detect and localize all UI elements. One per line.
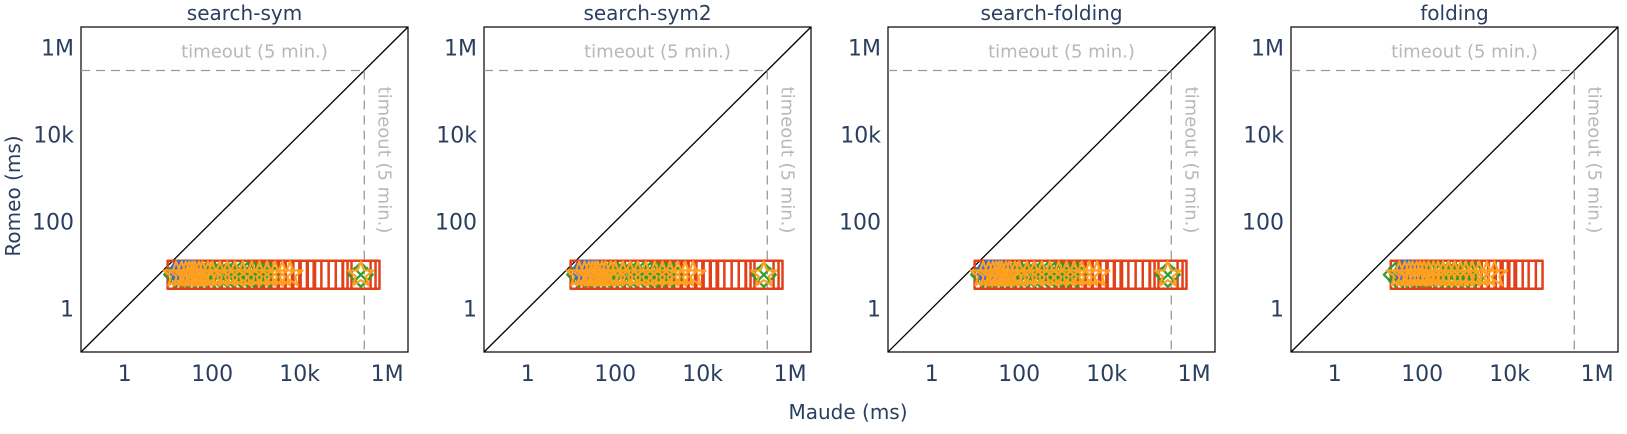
y-tick-label: 1M [1251, 37, 1284, 62]
timeout-label-horizontal: timeout (5 min.) [181, 41, 328, 62]
x-tick-label: 1 [925, 362, 939, 387]
timeout-label-vertical: timeout (5 min.) [1583, 87, 1604, 234]
x-tick-label: 100 [998, 362, 1040, 387]
panel-title: search-folding [980, 1, 1122, 25]
panel-markers [565, 259, 784, 290]
panel-frame [80, 26, 409, 353]
panel-frame [887, 26, 1216, 353]
y-tick-label: 1M [41, 37, 74, 62]
diagonal-line [887, 26, 1216, 353]
timeout-label-horizontal: timeout (5 min.) [988, 41, 1135, 62]
y-tick-label: 1 [463, 298, 477, 323]
timeout-label-vertical: timeout (5 min.) [1180, 87, 1201, 234]
timeout-label-horizontal: timeout (5 min.) [584, 41, 731, 62]
x-axis-title: Maude (ms) [788, 400, 907, 424]
panel-markers [162, 259, 381, 290]
y-tick-label: 10k [840, 124, 881, 149]
y-tick-label: 10k [436, 124, 477, 149]
orange-star-point [276, 260, 304, 287]
orange-star-point [268, 260, 296, 287]
panel-1: search-sym timeout (5 min.) timeout (5 min… [32, 1, 409, 387]
red-square-point [350, 259, 381, 290]
x-tick-label: 1M [371, 362, 404, 387]
x-tick-label: 100 [191, 362, 233, 387]
y-tick-label: 1 [867, 298, 881, 323]
panel-markers [969, 259, 1188, 290]
x-tick-label: 1 [521, 362, 535, 387]
x-tick-label: 10k [682, 362, 723, 387]
y-tick-label: 10k [33, 124, 74, 149]
y-tick-label: 1M [848, 37, 881, 62]
red-square-point [1513, 259, 1544, 290]
y-tick-label: 10k [1243, 124, 1284, 149]
panel-frame [483, 26, 812, 353]
orange-star-point [1083, 260, 1111, 287]
x-tick-label: 100 [1401, 362, 1443, 387]
orange-star-point [347, 260, 375, 287]
diagonal-line [1290, 26, 1619, 353]
diagonal-line [483, 26, 812, 353]
orange-star-point [1473, 260, 1501, 287]
panel-2: search-sym2 timeout (5 min.) timeout (5 mi… [435, 1, 812, 387]
x-tick-label: 1M [774, 362, 807, 387]
x-tick-label: 100 [594, 362, 636, 387]
x-tick-label: 1 [1328, 362, 1342, 387]
orange-star-point [750, 260, 778, 287]
panel-markers [1382, 259, 1544, 290]
orange-star-point [1154, 260, 1182, 287]
panel-title: folding [1420, 1, 1488, 25]
panel-frame [1290, 26, 1619, 353]
x-tick-label: 10k [1086, 362, 1127, 387]
orange-star-point [671, 260, 699, 287]
panel-title: search-sym2 [583, 1, 711, 25]
y-tick-label: 1M [444, 37, 477, 62]
timeout-label-vertical: timeout (5 min.) [373, 87, 394, 234]
x-tick-label: 1 [118, 362, 132, 387]
orange-star-point [1075, 260, 1103, 287]
y-tick-label: 1 [60, 298, 74, 323]
x-tick-label: 1M [1581, 362, 1614, 387]
red-square-point [1157, 259, 1188, 290]
x-tick-label: 1M [1178, 362, 1211, 387]
y-tick-label: 1 [1270, 298, 1284, 323]
timeout-label-vertical: timeout (5 min.) [776, 87, 797, 234]
y-axis-title: Romeo (ms) [1, 135, 25, 256]
y-tick-label: 100 [32, 211, 74, 236]
timeout-label-horizontal: timeout (5 min.) [1391, 41, 1538, 62]
panel-title: search-sym [187, 1, 302, 25]
x-tick-label: 10k [1489, 362, 1530, 387]
red-square-point [753, 259, 784, 290]
y-tick-label: 100 [839, 211, 881, 236]
orange-star-point [679, 260, 707, 287]
diagonal-line [80, 26, 409, 353]
x-tick-label: 10k [279, 362, 320, 387]
orange-star-point [1480, 260, 1509, 287]
y-tick-label: 100 [435, 211, 477, 236]
panel-3: search-folding timeout (5 min.) timeout (5… [839, 1, 1216, 387]
panel-4: folding timeout (5 min.) timeout (5 min.) 1… [1242, 1, 1619, 387]
y-tick-label: 100 [1242, 211, 1284, 236]
